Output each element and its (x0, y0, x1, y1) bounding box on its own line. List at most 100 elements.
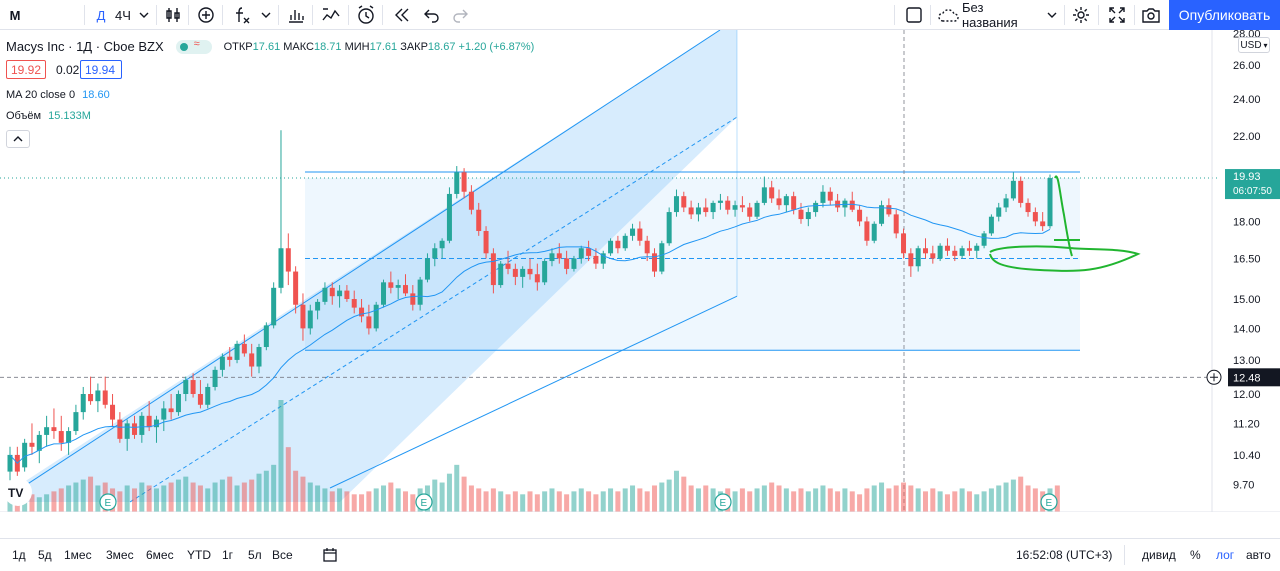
range-button-0[interactable]: 1д (12, 548, 26, 562)
range-button-2[interactable]: 1мес (64, 548, 92, 562)
candle-body (80, 394, 86, 413)
snapshot-camera-icon[interactable] (1138, 0, 1164, 30)
buy-price-box[interactable]: 19.94 (80, 60, 122, 79)
candle-body (102, 390, 108, 405)
divider (1098, 5, 1099, 25)
candle-body (278, 248, 284, 288)
price-chart[interactable]: E E E E 28.00 26.00 24.00 22.00 18.00 16.50 15.00 1… (0, 30, 1280, 512)
range-button-3[interactable]: 3мес (106, 548, 134, 562)
bar-replay-icon[interactable] (390, 0, 414, 30)
candle-body (827, 191, 833, 201)
candle-body (293, 271, 299, 305)
timezone-clock[interactable]: 16:52:08 (UTC+3) (1016, 548, 1113, 562)
earnings-marker-label: E (105, 498, 112, 509)
divider (1124, 545, 1125, 565)
layout-chevron-icon[interactable] (1044, 0, 1060, 30)
range-button-6[interactable]: 1г (222, 548, 234, 562)
indicators-fx-icon[interactable] (230, 0, 254, 30)
volume-bar (461, 476, 467, 512)
channel-median-line[interactable] (129, 116, 738, 503)
candle-body (36, 434, 42, 451)
volume-bar (432, 479, 438, 512)
interval-dropdown-chevron-icon[interactable] (136, 0, 152, 30)
volume-bar (593, 494, 599, 512)
range-button-5[interactable]: YTD (187, 548, 211, 562)
cloud-save-icon[interactable] (936, 0, 962, 30)
sell-price-box[interactable]: 19.92 (6, 60, 46, 79)
candle-body (520, 268, 526, 277)
volume-bar (813, 488, 819, 512)
settings-gear-icon[interactable] (1068, 0, 1094, 30)
volume-bar (864, 488, 870, 512)
candle-body (739, 205, 745, 208)
redo-icon[interactable] (448, 0, 472, 30)
ma-indicator-legend[interactable]: MA 20 close 0 18.60 (6, 89, 110, 101)
volume-indicator-legend[interactable]: Объём 15.133M (6, 110, 91, 122)
candle-body (344, 290, 350, 300)
volume-bar (659, 482, 665, 512)
layout-name[interactable]: Без названия (962, 0, 1018, 30)
earnings-marker-label: E (1046, 498, 1053, 509)
divider (930, 5, 931, 25)
last-price-label: 19.93 (1233, 171, 1261, 183)
candle-body (615, 240, 621, 249)
candle-body (922, 248, 928, 254)
goto-date-calendar-icon[interactable] (322, 539, 338, 571)
price-tick-label: 13.00 (1233, 355, 1261, 367)
candle-body (659, 243, 665, 272)
close-label: ЗАКР (400, 40, 428, 53)
volume-bar (468, 485, 474, 512)
adjust-dividends-toggle[interactable]: дивид (1142, 548, 1176, 562)
volume-bar (359, 494, 365, 512)
volume-bar (285, 447, 291, 512)
earnings-marker[interactable] (714, 493, 732, 511)
auto-scale-toggle[interactable]: авто (1246, 548, 1271, 562)
range-rectangle[interactable] (305, 178, 1080, 351)
volume-bar (922, 491, 928, 512)
hand-drawn-annotation[interactable] (989, 175, 1141, 272)
interval-4h-button[interactable]: 4Ч (115, 7, 131, 23)
percent-scale-toggle[interactable]: % (1190, 548, 1201, 562)
undo-icon[interactable] (420, 0, 444, 30)
indicators-chevron-icon[interactable] (258, 0, 274, 30)
templates-icon[interactable] (318, 0, 344, 30)
earnings-marker[interactable] (415, 493, 433, 511)
candle-body (410, 293, 416, 305)
candle-body (974, 245, 980, 251)
collapse-legend-chevron-icon[interactable] (6, 130, 30, 148)
symbol-title[interactable]: Macys Inc · 1Д · Cboe BZX (6, 39, 164, 54)
channel-lower-line[interactable] (329, 295, 738, 489)
range-button-4[interactable]: 6мес (146, 548, 174, 562)
interval-day-button[interactable]: Д (96, 7, 106, 23)
candle-body (944, 245, 950, 251)
candle-body (58, 431, 64, 443)
alert-clock-icon[interactable] (354, 0, 378, 30)
volume-bar (849, 491, 855, 512)
symbol-search[interactable]: M (9, 7, 21, 23)
earnings-marker-label: E (720, 498, 727, 509)
channel-upper-line[interactable] (19, 30, 721, 490)
candle-body (153, 419, 159, 428)
financials-icon[interactable] (284, 0, 308, 30)
earnings-marker[interactable] (99, 493, 117, 511)
range-button-7[interactable]: 5л (248, 548, 262, 562)
range-button-8[interactable]: Все (272, 548, 293, 562)
fullscreen-expand-icon[interactable] (1104, 0, 1130, 30)
volume-bar (776, 485, 782, 512)
candle-body (600, 253, 606, 264)
log-scale-toggle[interactable]: лог (1216, 548, 1235, 562)
compare-add-icon[interactable] (194, 0, 218, 30)
range-button-1[interactable]: 5д (38, 548, 52, 562)
divider (348, 5, 349, 25)
volume-bar (988, 488, 994, 512)
candle-body (219, 356, 225, 370)
fullscreen-square-icon[interactable] (902, 0, 926, 30)
publish-button[interactable]: Опубликовать (1169, 0, 1280, 30)
candle-body (417, 279, 423, 305)
candles-chart-type-icon[interactable] (162, 0, 184, 30)
earnings-marker[interactable] (1040, 493, 1058, 511)
candle-body (776, 198, 782, 206)
volume-bar (944, 494, 950, 512)
currency-selector[interactable]: USD ▾ (1238, 37, 1270, 53)
volume-bar (615, 491, 621, 512)
